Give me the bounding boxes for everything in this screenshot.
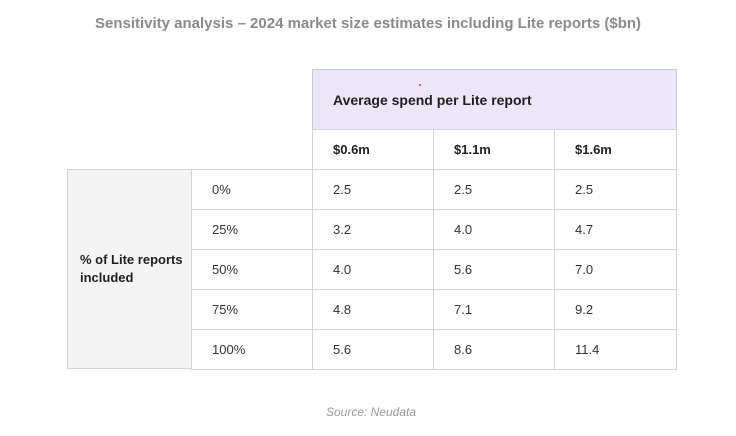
row-label: 50%: [191, 249, 313, 290]
table-cell: 7.0: [554, 249, 677, 290]
table-cell: 7.1: [433, 289, 555, 330]
table-cell: 5.6: [433, 249, 555, 290]
table-cell: 4.7: [554, 209, 677, 250]
table-cell: 4.0: [312, 249, 434, 290]
table-cell: 11.4: [554, 329, 677, 370]
column-group-header: Average spend per Lite report: [312, 69, 677, 130]
row-group-label: % of Lite reports included: [67, 169, 192, 369]
table-cell: 4.8: [312, 289, 434, 330]
source-note: Source: Neudata: [325, 405, 417, 419]
column-header: $1.6m: [554, 129, 677, 170]
row-label: 0%: [191, 169, 313, 210]
table-cell: 5.6: [312, 329, 434, 370]
column-header: $1.1m: [433, 129, 555, 170]
table-cell: 4.0: [433, 209, 555, 250]
row-label: 75%: [191, 289, 313, 330]
column-header: $0.6m: [312, 129, 434, 170]
table-cell: 2.5: [554, 169, 677, 210]
table-cell: 9.2: [554, 289, 677, 330]
table-cell: 3.2: [312, 209, 434, 250]
row-label: 25%: [191, 209, 313, 250]
table-cell: 2.5: [312, 169, 434, 210]
table-cell: 2.5: [433, 169, 555, 210]
row-label: 100%: [191, 329, 313, 370]
header-dot-mark: [419, 84, 421, 86]
table-cell: 8.6: [433, 329, 555, 370]
chart-title: Sensitivity analysis – 2024 market size …: [94, 15, 642, 32]
